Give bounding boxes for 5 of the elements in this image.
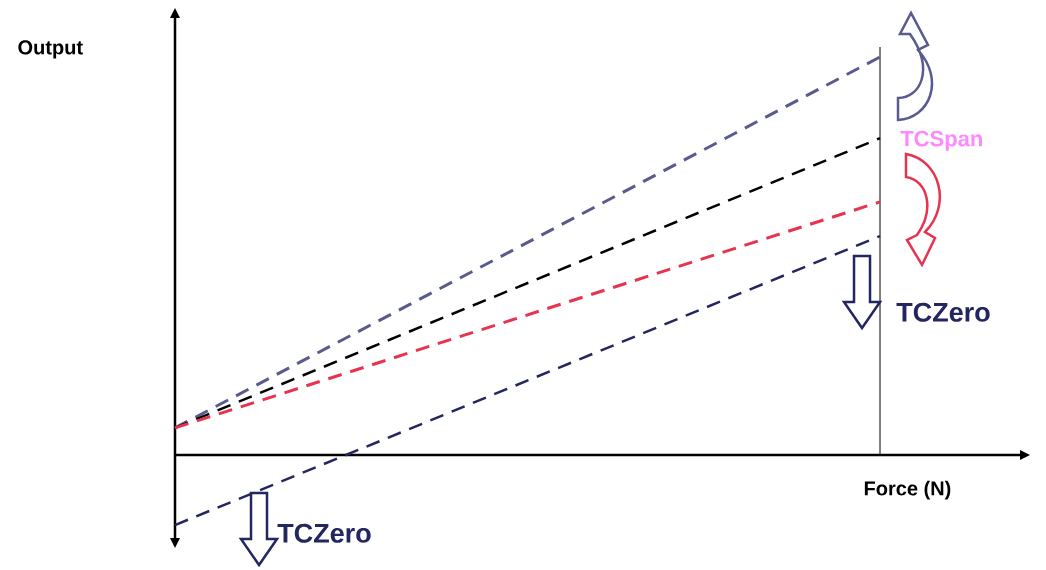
x-axis-title: Force (N) [864,480,951,500]
annotation: TCZero [277,523,371,543]
y-axis-title: Output [18,40,83,59]
annotation: TCSpan [900,130,982,151]
annotation: TCZero [896,302,990,322]
